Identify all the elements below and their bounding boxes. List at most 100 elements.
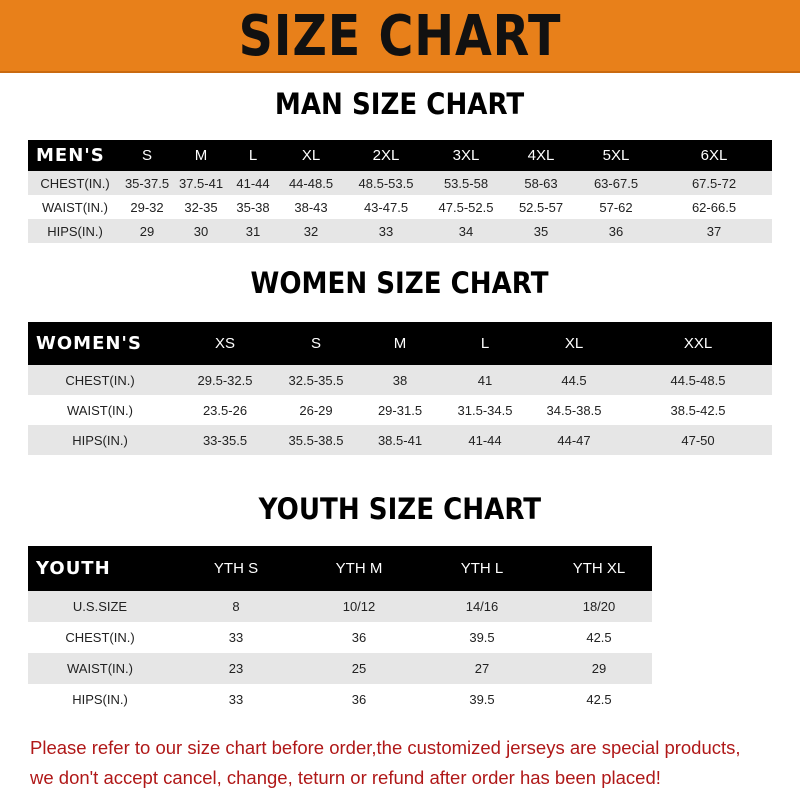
- table-cell: 35-37.5: [122, 171, 172, 195]
- table-cell: 42.5: [586, 692, 612, 707]
- row-label: WAIST(IN.): [42, 199, 108, 215]
- table-cell: 35-38: [236, 199, 270, 215]
- table-row: CHEST(IN.) 29.5-32.5 32.5-35.5 38 41 44.5 44.5…: [28, 365, 772, 395]
- column-header: WOMEN'S: [28, 322, 172, 365]
- table-cell: 33: [228, 630, 244, 645]
- column-header: YTH L: [418, 546, 546, 591]
- table-cell: 39.5: [469, 692, 495, 707]
- table-row: CHEST(IN.) 35-37.5 37.5-41 41-44 44-48.5 48.5…: [28, 171, 772, 195]
- column-header: MEN'S: [28, 140, 122, 171]
- men-size-table: MEN'S S M L XL 2XL 3XL 4XL 5XL 6XL CHEST(IN.) 35-37…: [28, 140, 772, 243]
- table-cell: 26-29: [299, 402, 333, 418]
- table-cell: 41: [446, 365, 524, 395]
- table-row: HIPS(IN.) 33-35.5 35.5-38.5 38.5-41 41-44 44-…: [28, 425, 772, 455]
- table-cell: 37.5-41: [172, 171, 230, 195]
- row-label: HIPS(IN.): [28, 219, 122, 243]
- header-row: WOMEN'S XS S M L XL XXL: [28, 322, 772, 365]
- row-label: HIPS(IN.): [28, 425, 172, 455]
- table-cell: 37: [656, 219, 772, 243]
- column-header: M: [172, 140, 230, 171]
- column-header: 2XL: [346, 140, 426, 171]
- order-notice: Please refer to our size chart before or…: [30, 733, 790, 793]
- row-label: WAIST(IN.): [28, 653, 172, 684]
- men-title: MAN SIZE CHART: [275, 87, 525, 121]
- column-header: 5XL: [576, 140, 656, 171]
- table-cell: 30: [172, 219, 230, 243]
- column-header: XXL: [624, 322, 772, 365]
- column-header: XL: [524, 322, 624, 365]
- header-row: MEN'S S M L XL 2XL 3XL 4XL 5XL 6XL: [28, 140, 772, 171]
- table-cell: 29: [122, 219, 172, 243]
- row-label: CHEST(IN.): [65, 630, 135, 645]
- table-cell: 29-31.5: [377, 402, 423, 418]
- table-cell: 43-47.5: [363, 199, 409, 215]
- table-cell: 23.5-26: [202, 402, 248, 418]
- row-label: WAIST(IN.): [67, 402, 133, 418]
- table-cell: 38-43: [294, 199, 328, 215]
- table-cell: 32-35: [184, 199, 218, 215]
- table-cell: 38.5-41: [354, 425, 446, 455]
- table-cell: 52.5-57: [518, 199, 564, 215]
- header-row: YOUTH YTH S YTH M YTH L YTH XL: [28, 546, 772, 591]
- table-cell: 47-50: [624, 425, 772, 455]
- table-row: WAIST(IN.) 29-32 32-35 35-38 38-43 43-47.5 47.…: [28, 195, 772, 219]
- table-row: HIPS(IN.) 29 30 31 32 33 34 35 36 37: [28, 219, 772, 243]
- table-cell: 35: [506, 219, 576, 243]
- table-cell: 14/16: [418, 591, 546, 622]
- table-cell: 57-62: [599, 199, 633, 215]
- table-cell: 39.5: [469, 630, 495, 645]
- table-cell: 18/20: [546, 591, 652, 622]
- column-header: 3XL: [426, 140, 506, 171]
- table-cell: 35.5-38.5: [278, 425, 354, 455]
- row-label: CHEST(IN.): [28, 171, 122, 195]
- column-header: 6XL: [656, 140, 772, 171]
- row-label: CHEST(IN.): [28, 365, 172, 395]
- table-row: U.S.SIZE 8 10/12 14/16 18/20: [28, 591, 772, 622]
- notice-line: we don't accept cancel, change, teturn o…: [30, 767, 661, 788]
- table-cell: 67.5-72: [656, 171, 772, 195]
- table-cell: 53.5-58: [426, 171, 506, 195]
- column-header: YTH M: [300, 546, 418, 591]
- table-cell: 36: [351, 692, 367, 707]
- table-cell: 29.5-32.5: [172, 365, 278, 395]
- banner-title: SIZE CHART: [238, 4, 562, 69]
- column-header: YOUTH: [28, 546, 172, 591]
- table-cell: 41-44: [230, 171, 276, 195]
- table-cell: 32.5-35.5: [278, 365, 354, 395]
- table-cell: 44-48.5: [276, 171, 346, 195]
- notice-line: Please refer to our size chart before or…: [30, 737, 741, 758]
- table-cell: 29: [546, 653, 652, 684]
- table-cell: 36: [576, 219, 656, 243]
- row-label: U.S.SIZE: [28, 591, 172, 622]
- table-row: WAIST(IN.) 23.5-26 26-29 29-31.5 31.5-34.5 34…: [28, 395, 772, 425]
- table-cell: 33-35.5: [172, 425, 278, 455]
- table-cell: 63-67.5: [576, 171, 656, 195]
- youth-title: YOUTH SIZE CHART: [258, 492, 542, 526]
- table-cell: 58-63: [506, 171, 576, 195]
- table-cell: 38: [354, 365, 446, 395]
- table-cell: 62-66.5: [691, 199, 737, 215]
- table-cell: 44.5-48.5: [624, 365, 772, 395]
- table-cell: 33: [346, 219, 426, 243]
- table-cell: 44.5: [524, 365, 624, 395]
- column-header: L: [230, 140, 276, 171]
- women-title: WOMEN SIZE CHART: [251, 266, 549, 300]
- youth-size-table: YOUTH YTH S YTH M YTH L YTH XL U.S.SIZE 8 10/12…: [28, 546, 772, 715]
- column-header: L: [446, 322, 524, 365]
- table-cell: 29-32: [130, 199, 164, 215]
- table-cell: 48.5-53.5: [346, 171, 426, 195]
- column-header: XS: [172, 322, 278, 365]
- column-header: S: [278, 322, 354, 365]
- table-cell: 47.5-52.5: [438, 199, 494, 215]
- table-cell: 32: [276, 219, 346, 243]
- table-row: CHEST(IN.) 33 36 39.5 42.5: [28, 622, 772, 653]
- table-row: HIPS(IN.) 33 36 39.5 42.5: [28, 684, 772, 715]
- table-cell: 34.5-38.5: [546, 402, 602, 418]
- row-label: HIPS(IN.): [72, 692, 128, 707]
- column-header: S: [122, 140, 172, 171]
- column-header: M: [354, 322, 446, 365]
- table-cell: 27: [418, 653, 546, 684]
- table-cell: 41-44: [446, 425, 524, 455]
- table-cell: 23: [172, 653, 300, 684]
- table-cell: 36: [351, 630, 367, 645]
